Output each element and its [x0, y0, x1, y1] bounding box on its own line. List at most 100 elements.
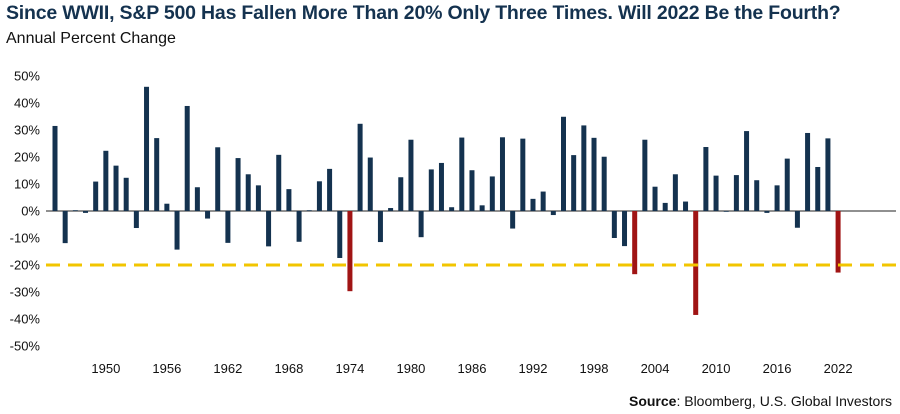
bar-2018 — [794, 211, 800, 228]
y-tick-label: -40% — [10, 312, 41, 327]
bar-1973 — [337, 211, 343, 258]
y-tick-label: -50% — [10, 339, 41, 354]
bar-1959 — [194, 187, 200, 211]
bar-2014 — [754, 180, 760, 211]
bar-1950 — [103, 150, 109, 211]
bar-1974 — [347, 211, 353, 292]
y-tick-label: 20% — [14, 150, 40, 165]
bar-2007 — [683, 201, 689, 211]
bar-1981 — [418, 211, 424, 238]
bar-1975 — [357, 123, 363, 211]
bar-1969 — [296, 211, 302, 242]
bar-1997 — [581, 125, 587, 211]
bar-1965 — [255, 185, 261, 211]
x-tick-label: 2010 — [702, 361, 731, 376]
bar-2011 — [723, 211, 729, 212]
bar-2021 — [825, 138, 831, 211]
bar-1984 — [449, 207, 455, 211]
x-axis-tick-labels: 1950 1956 1962 1968 1974 1980 1986 1992 1998 2004… — [91, 361, 852, 376]
x-tick-label: 1992 — [519, 361, 548, 376]
y-axis-tick-labels: 50% 40% 30% 20% 10% 0% -10% -20% -30% -40% -50% — [10, 69, 41, 354]
bar-2003 — [642, 139, 648, 211]
y-tick-label: 40% — [14, 96, 40, 111]
bar-1979 — [398, 177, 404, 211]
y-tick-label: -10% — [10, 231, 41, 246]
bar-1995 — [561, 116, 566, 211]
x-tick-label: 2016 — [763, 361, 792, 376]
x-tick-label: 2004 — [641, 361, 670, 376]
bar-1977 — [377, 211, 383, 243]
bar-1991 — [520, 138, 526, 211]
bar-1976 — [367, 157, 373, 211]
bar-1970 — [306, 210, 312, 211]
bar-2022 — [835, 211, 841, 273]
bar-1971 — [316, 181, 322, 211]
x-tick-label: 1950 — [91, 361, 120, 376]
bar-2016 — [774, 185, 780, 211]
bars — [52, 86, 841, 315]
y-tick-label: 50% — [14, 69, 40, 84]
y-tick-label: 0% — [21, 204, 40, 219]
bar-1963 — [235, 158, 241, 211]
x-tick-label: 1986 — [458, 361, 487, 376]
bar-1966 — [266, 211, 272, 247]
bar-2009 — [703, 147, 709, 211]
bar-2000 — [611, 211, 617, 238]
bar-2004 — [652, 186, 658, 211]
bar-1948 — [83, 211, 89, 213]
bar-1968 — [286, 189, 292, 211]
bar-2006 — [672, 174, 678, 211]
bar-1952 — [123, 177, 129, 211]
bar-1982 — [428, 169, 434, 211]
bar-1956 — [164, 203, 170, 211]
y-tick-label: -30% — [10, 285, 41, 300]
bar-1949 — [93, 181, 99, 211]
bar-1961 — [215, 147, 221, 211]
bar-2001 — [622, 211, 628, 247]
bar-1960 — [205, 211, 211, 219]
x-tick-label: 1962 — [213, 361, 242, 376]
bar-2010 — [713, 175, 719, 211]
bar-2019 — [805, 132, 811, 211]
bar-1993 — [540, 191, 546, 211]
bar-1964 — [245, 174, 251, 211]
bar-1947 — [72, 210, 78, 211]
bar-1998 — [591, 137, 597, 211]
bar-1980 — [408, 139, 414, 211]
bar-2008 — [693, 211, 699, 315]
bar-2002 — [632, 211, 638, 275]
bar-1945 — [52, 125, 58, 211]
bar-1951 — [113, 165, 119, 211]
x-tick-label: 1974 — [335, 361, 364, 376]
bar-1946 — [62, 211, 68, 244]
bar-1989 — [499, 137, 505, 211]
chart-subtitle: Annual Percent Change — [6, 30, 176, 47]
bar-1957 — [174, 211, 180, 250]
bar-1958 — [184, 105, 190, 211]
bar-1985 — [459, 137, 465, 211]
bar-1987 — [479, 205, 485, 211]
bar-1978 — [388, 208, 394, 211]
bar-1996 — [571, 155, 577, 211]
bar-1954 — [144, 86, 150, 211]
bar-2012 — [733, 175, 739, 211]
source-text: : Bloomberg, U.S. Global Investors — [676, 393, 892, 409]
bar-2013 — [744, 131, 750, 211]
y-tick-label: -20% — [10, 258, 41, 273]
bar-1988 — [489, 176, 495, 211]
y-tick-label: 10% — [14, 177, 40, 192]
bar-2017 — [784, 158, 790, 211]
x-tick-label: 2022 — [824, 361, 853, 376]
source-note: Source: Bloomberg, U.S. Global Investors — [629, 393, 892, 409]
bar-1992 — [530, 198, 536, 211]
bar-1990 — [510, 211, 516, 229]
x-tick-label: 1956 — [152, 361, 181, 376]
x-tick-label: 1998 — [580, 361, 609, 376]
x-tick-label: 1980 — [396, 361, 425, 376]
bar-1994 — [550, 211, 556, 216]
chart-title: Since WWII, S&P 500 Has Fallen More Than… — [6, 2, 841, 24]
x-tick-label: 1968 — [274, 361, 303, 376]
source-label: Source — [628, 393, 677, 409]
bar-2005 — [662, 202, 668, 211]
